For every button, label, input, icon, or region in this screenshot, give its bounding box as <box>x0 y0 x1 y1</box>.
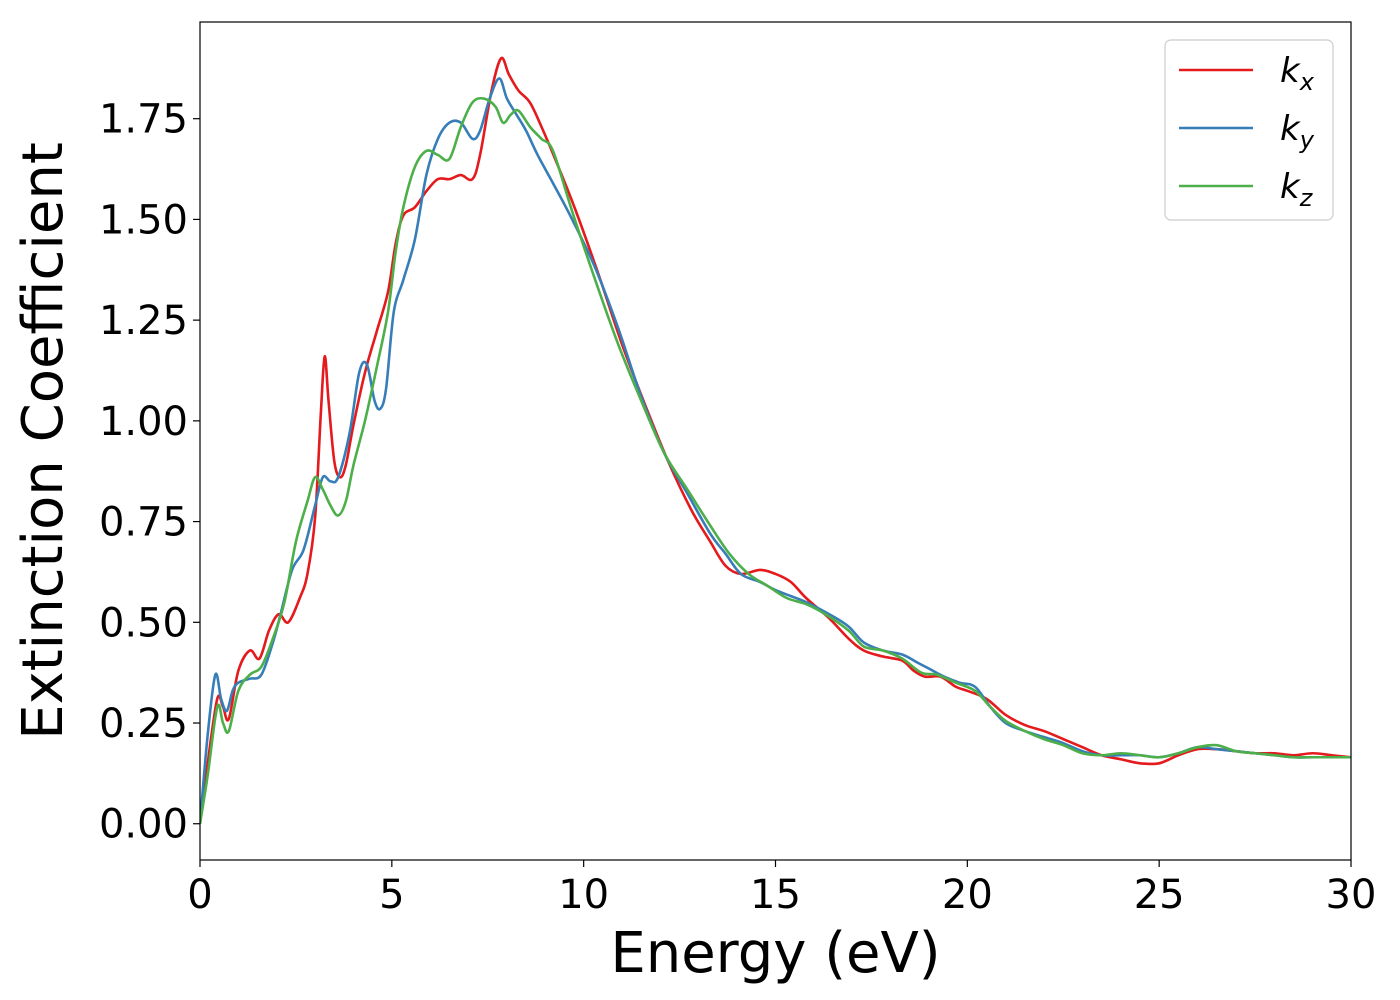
y-tick-label: 0.50 <box>99 600 188 646</box>
x-tick-label: 5 <box>379 872 404 918</box>
y-axis: 0.00 0.25 0.50 0.75 1.00 1.25 1.50 1.75 <box>99 97 200 848</box>
y-tick-label: 0.25 <box>99 701 188 747</box>
series-line-kz <box>200 96 1351 824</box>
y-tick-label: 1.75 <box>99 97 188 143</box>
x-tick-label: 30 <box>1326 872 1377 918</box>
legend-label: kz <box>1280 167 1314 212</box>
y-tick-label: 1.00 <box>99 399 188 445</box>
series-line-ky <box>200 77 1351 824</box>
x-axis: 0 5 10 15 20 25 30 <box>187 860 1376 918</box>
y-axis-title: Extinction Coefficient <box>11 142 76 740</box>
x-tick-label: 25 <box>1134 872 1185 918</box>
x-axis-title: Energy (eV) <box>610 921 940 986</box>
y-tick-label: 0.75 <box>99 500 188 546</box>
legend: kx ky kz <box>1164 39 1334 221</box>
legend-box <box>1164 39 1334 221</box>
legend-label: ky <box>1280 109 1315 154</box>
y-tick-label: 1.50 <box>99 197 188 243</box>
y-tick-label: 0.00 <box>99 802 188 848</box>
x-tick-label: 10 <box>558 872 609 918</box>
x-tick-label: 15 <box>750 872 801 918</box>
x-tick-label: 0 <box>187 872 212 918</box>
legend-label: kx <box>1280 51 1315 96</box>
y-tick-label: 1.25 <box>99 298 188 344</box>
x-tick-label: 20 <box>942 872 993 918</box>
series-lines <box>200 56 1351 824</box>
